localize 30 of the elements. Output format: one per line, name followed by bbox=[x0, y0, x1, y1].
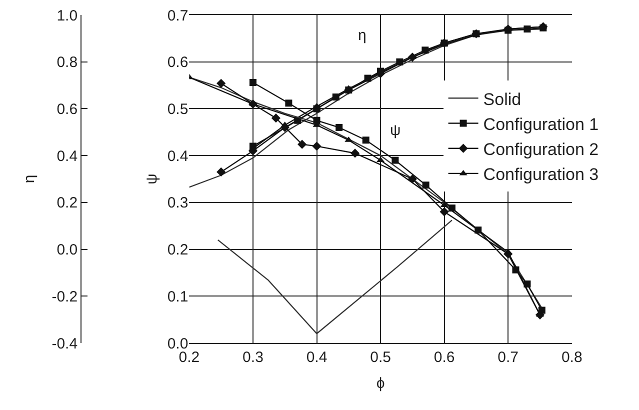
legend-label: Configuration 1 bbox=[483, 114, 599, 134]
y2-tick-label: 0.2 bbox=[167, 242, 188, 259]
y-tick-label: 0.6 bbox=[56, 100, 78, 118]
annotation: ψ bbox=[390, 122, 401, 139]
y-tick-label: 0.2 bbox=[56, 194, 78, 212]
legend-label: Configuration 2 bbox=[483, 140, 599, 159]
y-tick-label: 0.8 bbox=[56, 54, 78, 72]
y-tick-label: 0.0 bbox=[56, 242, 78, 259]
x-tick-label: 0.3 bbox=[242, 349, 264, 366]
x-tick-label: 0.8 bbox=[561, 349, 582, 366]
y2-tick-label: 0.6 bbox=[167, 54, 188, 72]
x-tick-label: 0.5 bbox=[370, 349, 391, 366]
legend-label: Solid bbox=[483, 90, 522, 109]
x-tick-label: 0.4 bbox=[306, 349, 328, 366]
x-axis-title: ϕ bbox=[376, 375, 385, 392]
x-tick-label: 0.6 bbox=[434, 349, 455, 366]
y2-tick-label: 0.5 bbox=[167, 100, 188, 118]
y-tick-label: -0.4 bbox=[52, 335, 78, 352]
y2-tick-label: 0.1 bbox=[167, 288, 188, 306]
y-axis-title: η bbox=[20, 174, 38, 184]
y2-tick-label: 0.4 bbox=[167, 148, 188, 165]
y2-tick-label: 0.3 bbox=[167, 194, 188, 212]
x-tick-label: 0.7 bbox=[498, 349, 519, 366]
legend-label: Configuration 3 bbox=[483, 165, 599, 184]
annotation: η bbox=[358, 27, 366, 44]
y2-axis-title: ψ bbox=[144, 174, 161, 184]
y2-tick-label: 0.7 bbox=[167, 7, 188, 24]
y-tick-label: 1.0 bbox=[56, 7, 78, 24]
y-tick-label: 0.4 bbox=[56, 148, 78, 165]
y-tick-label: -0.2 bbox=[52, 288, 78, 306]
